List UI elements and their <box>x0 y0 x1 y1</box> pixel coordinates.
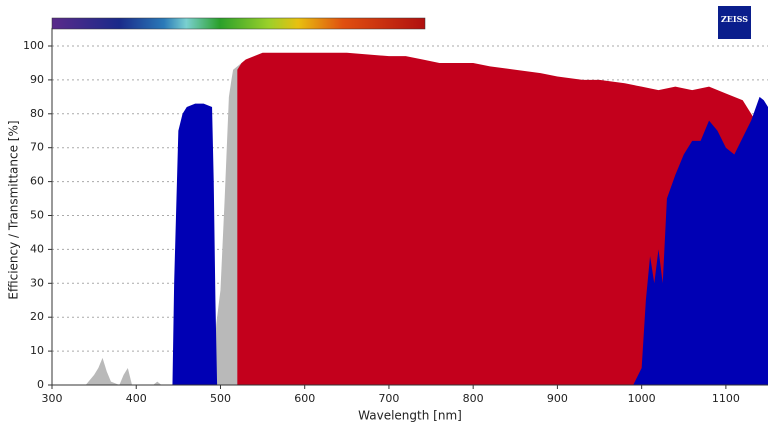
x-tick-label: 600 <box>294 392 315 405</box>
x-tick-label: 800 <box>463 392 484 405</box>
x-axis-label: Wavelength [nm] <box>358 409 462 423</box>
logo-box <box>718 6 751 39</box>
y-tick-label: 30 <box>30 276 44 289</box>
y-tick-label: 60 <box>30 175 44 188</box>
y-tick-label: 0 <box>37 378 44 391</box>
y-tick-label: 50 <box>30 209 44 222</box>
spectrum-bar <box>51 17 426 30</box>
area <box>85 62 242 385</box>
y-tick-label: 70 <box>30 141 44 154</box>
x-tick-label: 1000 <box>628 392 656 405</box>
x-tick-label: 1100 <box>712 392 740 405</box>
y-tick-label: 40 <box>30 242 44 255</box>
y-tick-label: 20 <box>30 310 44 323</box>
x-tick-label: 300 <box>42 392 63 405</box>
y-tick-label: 100 <box>23 39 44 52</box>
x-tick-label: 700 <box>378 392 399 405</box>
y-tick-label: 10 <box>30 344 44 357</box>
x-tick-label: 500 <box>210 392 231 405</box>
y-axis-label: Efficiency / Transmittance [%] <box>7 120 21 299</box>
area <box>237 52 768 385</box>
x-tick-label: 400 <box>126 392 147 405</box>
area <box>172 96 768 385</box>
logo: ZEISS <box>721 14 748 24</box>
y-tick-label: 90 <box>30 73 44 86</box>
x-tick-label: 900 <box>547 392 568 405</box>
y-tick-label: 80 <box>30 107 44 120</box>
